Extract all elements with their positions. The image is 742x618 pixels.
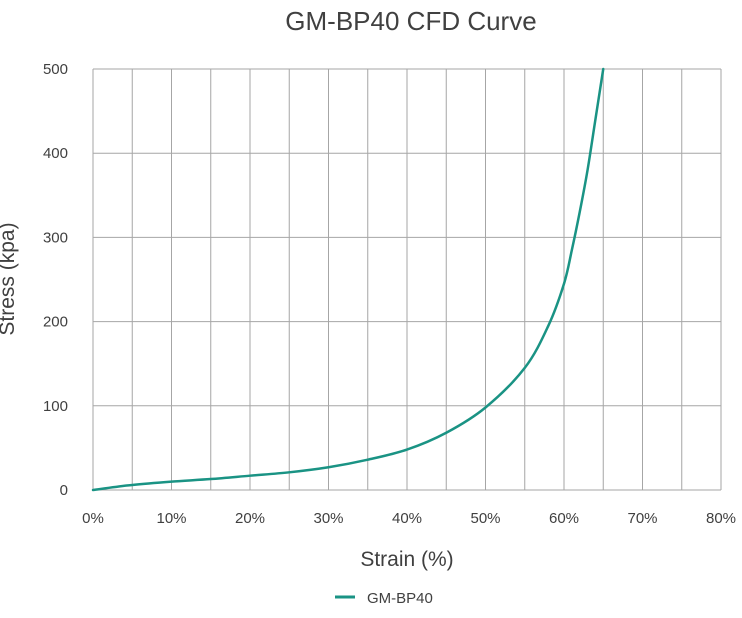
y-tick-label: 100 [43, 398, 68, 415]
x-tick-label: 0% [82, 510, 104, 527]
y-axis-label: Stress (kpa) [0, 222, 19, 335]
x-tick-label: 70% [627, 510, 657, 527]
y-tick-label: 0 [60, 482, 68, 499]
y-tick-label: 400 [43, 145, 68, 162]
tick-layer: 0% 10% 20% 30% 40% 50% 60% 70% 80% 0 100 200 300 400 5… [43, 61, 736, 527]
x-tick-label: 20% [235, 510, 265, 527]
grid-layer [92, 68, 722, 491]
legend: GM-BP40 [335, 590, 433, 607]
series-layer [91, 67, 605, 492]
legend-label-gm-bp40: GM-BP40 [367, 590, 433, 607]
x-tick-label: 30% [313, 510, 343, 527]
x-tick-label: 10% [156, 510, 186, 527]
x-tick-label: 50% [470, 510, 500, 527]
y-tick-label: 500 [43, 61, 68, 78]
y-tick-label: 200 [43, 314, 68, 331]
series-line-gm-bp40 [91, 67, 605, 492]
y-tick-label: 300 [43, 229, 68, 246]
x-tick-label: 80% [706, 510, 736, 527]
x-axis-label: Strain (%) [360, 548, 453, 571]
x-tick-label: 60% [549, 510, 579, 527]
chart-title: GM-BP40 CFD Curve [285, 6, 536, 36]
x-tick-label: 40% [392, 510, 422, 527]
